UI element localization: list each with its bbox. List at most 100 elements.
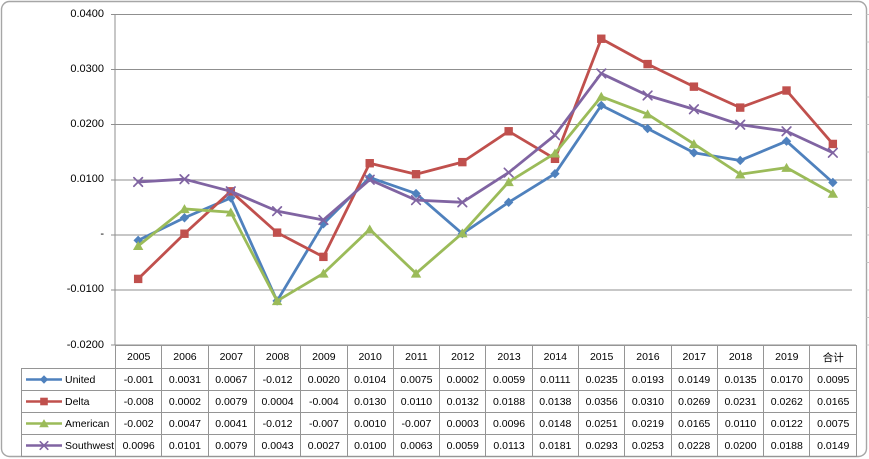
series-united-marker[interactable] [642,123,653,134]
year-header-cell: 2005 [115,345,163,369]
series-united-marker[interactable] [828,177,838,188]
series-american-marker[interactable] [827,188,839,198]
series-united-marker[interactable] [781,136,792,146]
legend-key-triangle-icon [26,419,62,428]
series-southwest-marker[interactable] [596,68,607,79]
value-cell: 0.0063 [392,434,441,457]
series-united-marker[interactable] [689,148,699,158]
series-american-marker[interactable] [549,148,561,158]
series-delta-marker[interactable] [458,157,467,167]
series-american-marker[interactable] [132,241,144,251]
value-cell: 0.0148 [531,412,579,435]
value-cell: 0.0101 [161,434,209,457]
legend-cell-delta: Delta [20,390,117,413]
series-united-marker[interactable] [735,155,745,166]
legend-entry: United [23,374,115,386]
series-american-line[interactable] [136,95,835,303]
series-delta-line[interactable] [136,37,835,281]
series-delta-marker[interactable] [689,82,699,91]
legend-key-x-icon [26,440,62,451]
series-southwest-marker[interactable] [827,147,838,158]
value-cell: 0.0188 [485,390,533,413]
value-cell: 0.0165 [670,412,718,435]
series-delta-marker[interactable] [597,34,606,43]
series-united[interactable] [133,100,838,306]
y-axis-tick-label: 0.0100 [70,173,104,186]
series-southwest-marker[interactable] [735,119,746,130]
series-american-marker[interactable] [688,139,700,149]
series-delta-marker[interactable] [828,139,838,149]
series-american-marker[interactable] [457,228,468,238]
series-united-marker[interactable] [411,188,421,199]
year-header-cell: 2017 [670,345,718,369]
series-delta-marker[interactable] [643,59,652,69]
year-header-cell: 2006 [161,345,209,369]
series-southwest-marker[interactable] [364,174,375,185]
series-american-marker[interactable] [503,177,514,187]
series-american-marker[interactable] [364,224,375,234]
series-delta-marker[interactable] [365,159,374,168]
y-axis-tick-label: 0.0400 [70,8,104,20]
series-southwest-marker[interactable] [410,194,422,206]
series-delta[interactable] [133,34,838,284]
year-header-cell: 2010 [346,345,394,369]
table-corner-cell [22,346,116,369]
series-southwest-marker[interactable] [642,90,653,101]
series-united-marker[interactable] [596,100,606,111]
series-delta-marker[interactable] [272,228,282,237]
series-united-line[interactable] [136,103,835,303]
series-southwest-marker[interactable] [503,167,514,178]
series-delta-marker[interactable] [180,229,189,238]
series-southwest-marker[interactable] [179,174,190,185]
series-delta-marker[interactable] [319,252,328,262]
series-american-marker[interactable] [410,268,422,278]
legend-entry: Delta [23,396,115,408]
data-table: 2005 2006 2007 2008 2009 2010 2011 2012 2013 2014… [20,345,857,457]
value-cell: 0.0104 [346,368,394,391]
series-delta-marker[interactable] [133,274,143,284]
series-delta-marker[interactable] [411,170,421,179]
legend-key-marker [39,375,49,384]
series-american-marker[interactable] [318,268,329,278]
series-american-marker[interactable] [735,169,746,179]
table-header-row: 2005 2006 2007 2008 2009 2010 2011 2012 2013 2014… [22,345,857,369]
series-southwest-marker[interactable] [225,186,236,197]
series-southwest-marker[interactable] [457,197,468,208]
series-southwest-marker[interactable] [688,104,700,115]
series-southwest-marker[interactable] [271,205,283,217]
value-cell: 0.0165 [809,390,857,413]
series-delta-marker[interactable] [504,127,513,136]
series-american-marker[interactable] [179,204,190,214]
series-southwest[interactable] [133,68,838,226]
series-southwest-marker[interactable] [318,214,329,226]
series-southwest-marker[interactable] [781,126,792,137]
series-american-marker[interactable] [271,296,283,306]
value-cell: 0.0235 [577,368,626,391]
series-american-marker[interactable] [642,109,653,119]
value-cell: 0.0231 [716,390,765,413]
series-united-marker[interactable] [133,235,143,246]
series-united-marker[interactable] [550,168,560,179]
series-united-marker[interactable] [503,197,514,208]
series-united-marker[interactable] [179,213,190,223]
series-american-marker[interactable] [596,91,607,101]
series-american-marker[interactable] [781,162,792,172]
series-american[interactable] [132,91,839,306]
value-cell: 0.0027 [300,434,348,457]
series-delta-marker[interactable] [550,154,560,164]
series-southwest-marker[interactable] [133,176,144,188]
value-cell: 0.0059 [439,434,487,457]
series-southwest-line[interactable] [136,72,835,222]
series-united-marker[interactable] [226,193,236,203]
series-delta-marker[interactable] [782,86,791,95]
year-header-cell: 合计 [809,345,857,369]
series-southwest-marker[interactable] [549,129,561,141]
year-header-cell: 2013 [485,345,533,369]
table-row-american: American -0.002 0.0047 0.0041 -0.012 -0.007 0.… [20,412,857,435]
series-american-marker[interactable] [225,207,236,217]
y-axis-tick-label: -0.0200 [66,338,104,351]
value-cell: 0.0269 [670,390,718,413]
value-cell: 0.0002 [161,390,209,413]
series-delta-marker[interactable] [736,103,745,112]
